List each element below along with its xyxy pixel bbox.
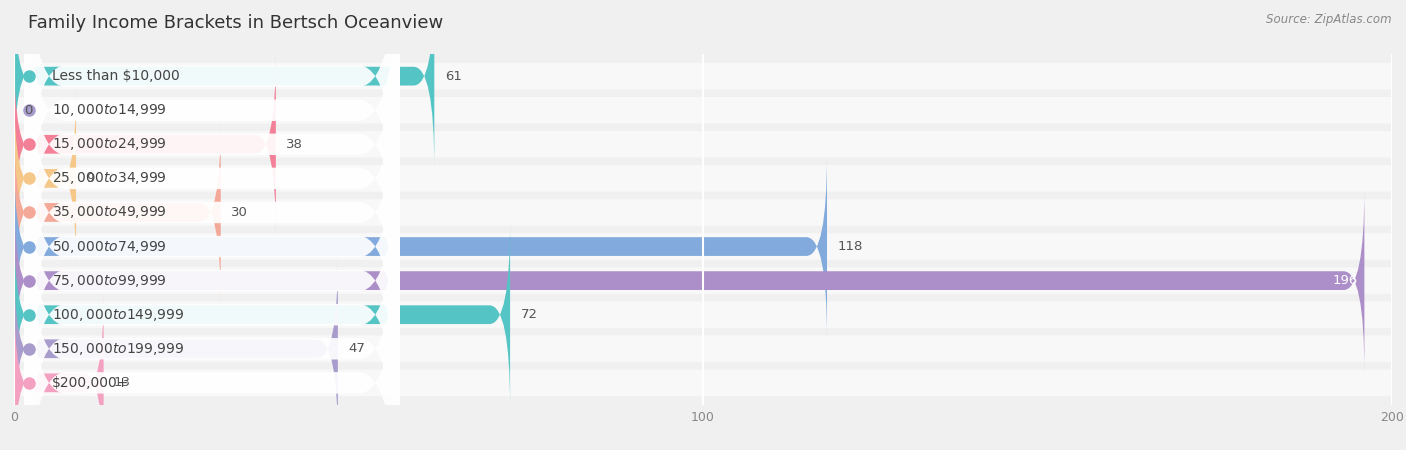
- FancyBboxPatch shape: [24, 53, 399, 440]
- FancyBboxPatch shape: [24, 189, 399, 450]
- Text: 38: 38: [287, 138, 304, 151]
- FancyBboxPatch shape: [24, 155, 399, 450]
- FancyBboxPatch shape: [14, 302, 1392, 328]
- FancyBboxPatch shape: [14, 165, 1392, 192]
- FancyBboxPatch shape: [24, 0, 399, 270]
- FancyBboxPatch shape: [24, 0, 399, 304]
- FancyBboxPatch shape: [14, 120, 221, 305]
- FancyBboxPatch shape: [14, 63, 1392, 90]
- FancyBboxPatch shape: [14, 154, 827, 339]
- FancyBboxPatch shape: [14, 233, 1392, 260]
- FancyBboxPatch shape: [14, 256, 337, 441]
- Text: $200,000+: $200,000+: [52, 376, 129, 390]
- FancyBboxPatch shape: [14, 86, 76, 271]
- Text: 118: 118: [838, 240, 863, 253]
- Text: Family Income Brackets in Bertsch Oceanview: Family Income Brackets in Bertsch Oceanv…: [28, 14, 443, 32]
- FancyBboxPatch shape: [24, 19, 399, 406]
- FancyBboxPatch shape: [14, 131, 1392, 158]
- FancyBboxPatch shape: [14, 188, 1364, 374]
- Text: 72: 72: [520, 308, 537, 321]
- Text: $25,000 to $34,999: $25,000 to $34,999: [52, 171, 167, 186]
- Text: 196: 196: [1333, 274, 1358, 287]
- FancyBboxPatch shape: [24, 87, 399, 450]
- Text: 30: 30: [231, 206, 247, 219]
- FancyBboxPatch shape: [14, 51, 276, 237]
- FancyBboxPatch shape: [24, 121, 399, 450]
- FancyBboxPatch shape: [14, 267, 1392, 294]
- FancyBboxPatch shape: [14, 222, 510, 408]
- FancyBboxPatch shape: [14, 0, 434, 169]
- Text: $75,000 to $99,999: $75,000 to $99,999: [52, 273, 167, 288]
- Text: $10,000 to $14,999: $10,000 to $14,999: [52, 102, 167, 118]
- Text: 9: 9: [86, 172, 94, 185]
- Text: $150,000 to $199,999: $150,000 to $199,999: [52, 341, 184, 357]
- FancyBboxPatch shape: [14, 336, 1392, 362]
- FancyBboxPatch shape: [24, 0, 399, 338]
- Text: $15,000 to $24,999: $15,000 to $24,999: [52, 136, 167, 152]
- FancyBboxPatch shape: [14, 369, 1392, 396]
- FancyBboxPatch shape: [14, 97, 1392, 123]
- Text: 0: 0: [24, 104, 32, 117]
- FancyBboxPatch shape: [14, 199, 1392, 226]
- Text: 47: 47: [349, 342, 366, 355]
- Text: $35,000 to $49,999: $35,000 to $49,999: [52, 204, 167, 220]
- Text: $100,000 to $149,999: $100,000 to $149,999: [52, 307, 184, 323]
- Text: Source: ZipAtlas.com: Source: ZipAtlas.com: [1267, 14, 1392, 27]
- FancyBboxPatch shape: [14, 290, 104, 450]
- Text: Less than $10,000: Less than $10,000: [52, 69, 180, 83]
- Text: 61: 61: [444, 70, 461, 83]
- Text: 13: 13: [114, 376, 131, 389]
- Text: $50,000 to $74,999: $50,000 to $74,999: [52, 238, 167, 255]
- FancyBboxPatch shape: [24, 0, 399, 372]
